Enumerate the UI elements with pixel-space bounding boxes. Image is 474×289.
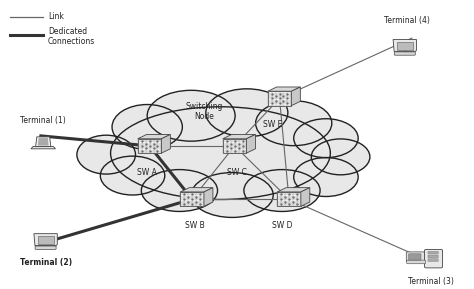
FancyBboxPatch shape	[428, 251, 438, 254]
Text: Terminal (4): Terminal (4)	[384, 16, 430, 25]
Polygon shape	[31, 147, 55, 149]
Text: Link: Link	[48, 12, 64, 21]
Polygon shape	[268, 91, 292, 106]
Text: Terminal (2): Terminal (2)	[19, 258, 72, 267]
Polygon shape	[223, 134, 255, 139]
Text: Terminal (3): Terminal (3)	[408, 277, 454, 286]
Polygon shape	[393, 40, 417, 51]
Ellipse shape	[311, 139, 370, 175]
Ellipse shape	[244, 170, 320, 212]
Polygon shape	[277, 188, 310, 192]
Text: SW E: SW E	[263, 120, 282, 129]
Ellipse shape	[255, 101, 332, 146]
Polygon shape	[180, 192, 204, 206]
Polygon shape	[204, 188, 213, 206]
Polygon shape	[292, 87, 301, 106]
Polygon shape	[397, 42, 413, 50]
Polygon shape	[138, 139, 161, 153]
FancyBboxPatch shape	[409, 254, 421, 260]
Polygon shape	[138, 134, 170, 139]
Ellipse shape	[294, 158, 358, 197]
Polygon shape	[277, 192, 301, 206]
Ellipse shape	[77, 135, 136, 174]
FancyBboxPatch shape	[425, 249, 443, 268]
FancyBboxPatch shape	[406, 252, 424, 262]
Text: Switching
Node: Switching Node	[185, 102, 223, 121]
Ellipse shape	[100, 156, 165, 195]
Polygon shape	[223, 139, 246, 153]
FancyBboxPatch shape	[407, 260, 426, 264]
Ellipse shape	[206, 89, 288, 137]
Text: SW D: SW D	[272, 221, 292, 230]
Polygon shape	[301, 188, 310, 206]
Polygon shape	[246, 134, 255, 153]
Ellipse shape	[141, 170, 218, 212]
Text: Terminal (1): Terminal (1)	[20, 116, 66, 125]
Ellipse shape	[147, 90, 235, 141]
Polygon shape	[34, 234, 57, 246]
Ellipse shape	[110, 107, 330, 199]
Ellipse shape	[112, 105, 182, 149]
FancyBboxPatch shape	[428, 259, 438, 262]
Polygon shape	[36, 137, 51, 147]
Text: SW A: SW A	[137, 168, 157, 177]
Text: Dedicated
Connections: Dedicated Connections	[48, 27, 95, 46]
FancyBboxPatch shape	[394, 52, 415, 55]
Ellipse shape	[294, 119, 358, 158]
Text: SW C: SW C	[227, 168, 247, 177]
Polygon shape	[38, 138, 49, 146]
Ellipse shape	[191, 173, 273, 217]
Polygon shape	[161, 134, 170, 153]
Text: SW B: SW B	[184, 221, 204, 230]
Polygon shape	[268, 87, 301, 91]
Polygon shape	[37, 236, 54, 244]
FancyBboxPatch shape	[428, 255, 438, 258]
Polygon shape	[180, 188, 213, 192]
FancyBboxPatch shape	[35, 246, 56, 249]
